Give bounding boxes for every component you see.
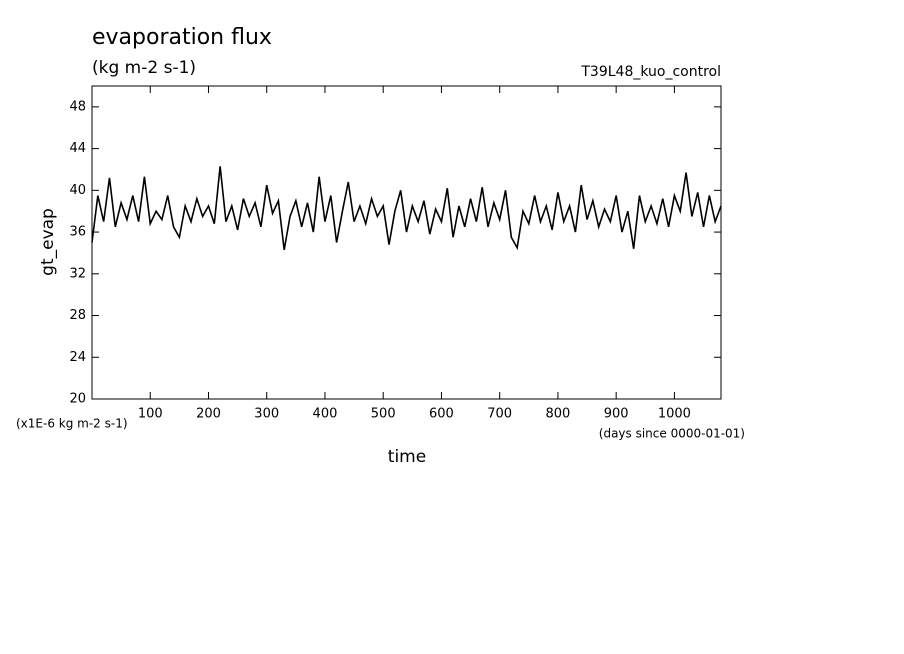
x-tick-label: 700: [487, 407, 512, 422]
y-tick-label: 48: [69, 99, 86, 114]
x-tick-label: 100: [138, 407, 163, 422]
y-tick-label: 36: [69, 225, 86, 240]
y-units: (x1E-6 kg m-2 s-1): [16, 417, 128, 431]
x-tick-label: 300: [254, 407, 279, 422]
x-tick-label: 400: [313, 407, 338, 422]
data-line: [91, 166, 722, 251]
x-units: (days since 0000-01-01): [599, 427, 745, 441]
y-tick-label: 40: [69, 183, 86, 198]
y-tick-label: 24: [69, 350, 86, 365]
chart-title: evaporation flux: [92, 25, 272, 50]
x-tick-label: 800: [546, 407, 571, 422]
annotation: T39L48_kuo_control: [580, 64, 721, 80]
plot-frame: [91, 85, 722, 400]
x-tick-label: 200: [196, 407, 221, 422]
y-tick-label: 32: [69, 266, 86, 281]
x-tick-label: 500: [371, 407, 396, 422]
x-tick-label: 900: [604, 407, 629, 422]
chart-subtitle: (kg m-2 s-1): [92, 58, 196, 78]
y-axis-label: gt_evap: [38, 208, 58, 276]
x-tick-label: 1000: [658, 407, 691, 422]
y-tick-label: 44: [69, 141, 86, 156]
y-tick-label: 28: [69, 308, 86, 323]
x-tick-label: 600: [429, 407, 454, 422]
y-tick-label: 20: [69, 392, 86, 407]
x-axis-label: time: [388, 447, 426, 467]
